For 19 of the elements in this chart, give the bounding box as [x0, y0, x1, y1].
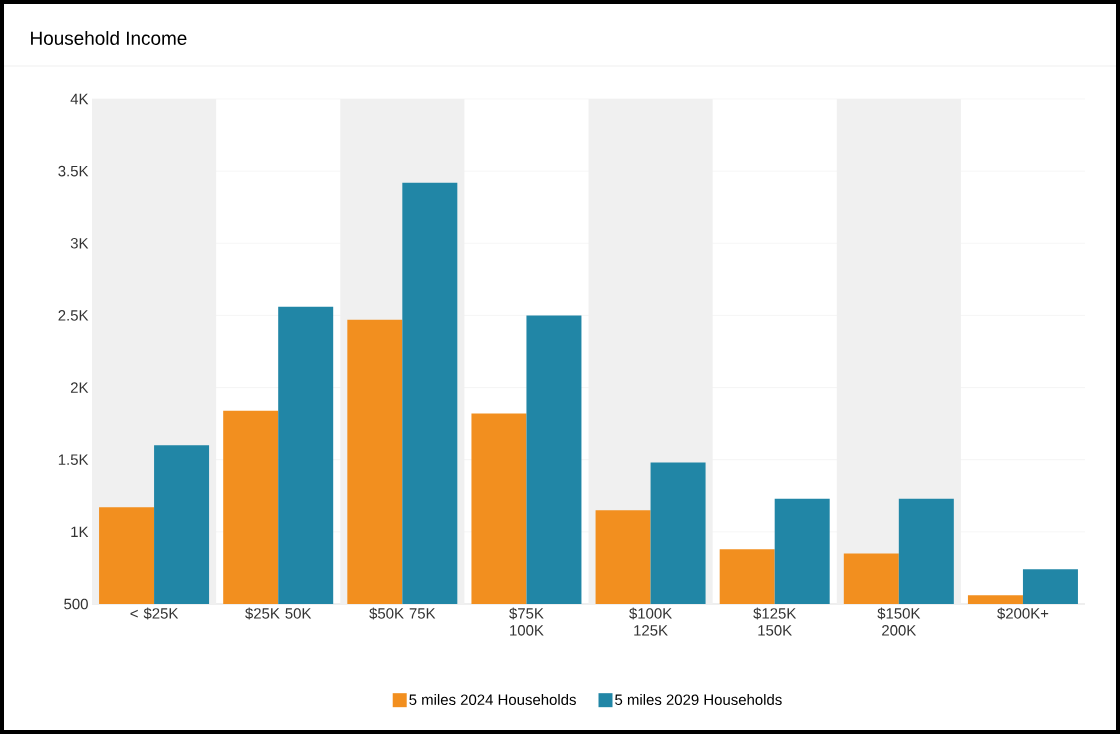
x-tick-label: $200K+	[997, 607, 1049, 620]
y-tick-label: 3K	[70, 237, 89, 249]
x-tick-label: < $25K	[130, 607, 179, 620]
y-tick-label: 2K	[70, 382, 89, 393]
y-tick-label: 3.5K	[58, 165, 89, 177]
x-tick-label: $125K 150K	[753, 607, 797, 636]
y-tick-label: 1K	[71, 526, 89, 537]
legend-label: 5 miles 2029 Households	[615, 694, 782, 705]
y-tick-label: 4K	[70, 93, 89, 105]
x-tick-label: $75K 100K	[509, 607, 544, 636]
x-tick-label: $25K 50K	[245, 607, 312, 620]
chart-title: Household Income	[31, 31, 187, 45]
y-tick-label: 1.5K	[58, 454, 89, 465]
legend-label: 5 miles 2024 Households	[409, 694, 576, 705]
x-tick-label: $150K 200K	[877, 607, 921, 636]
x-tick-label: $100K 125K	[629, 607, 672, 636]
y-tick-label: 500	[64, 598, 88, 610]
x-tick-label: $50K 75K	[369, 607, 436, 620]
y-tick-label: 2.5K	[58, 310, 89, 321]
